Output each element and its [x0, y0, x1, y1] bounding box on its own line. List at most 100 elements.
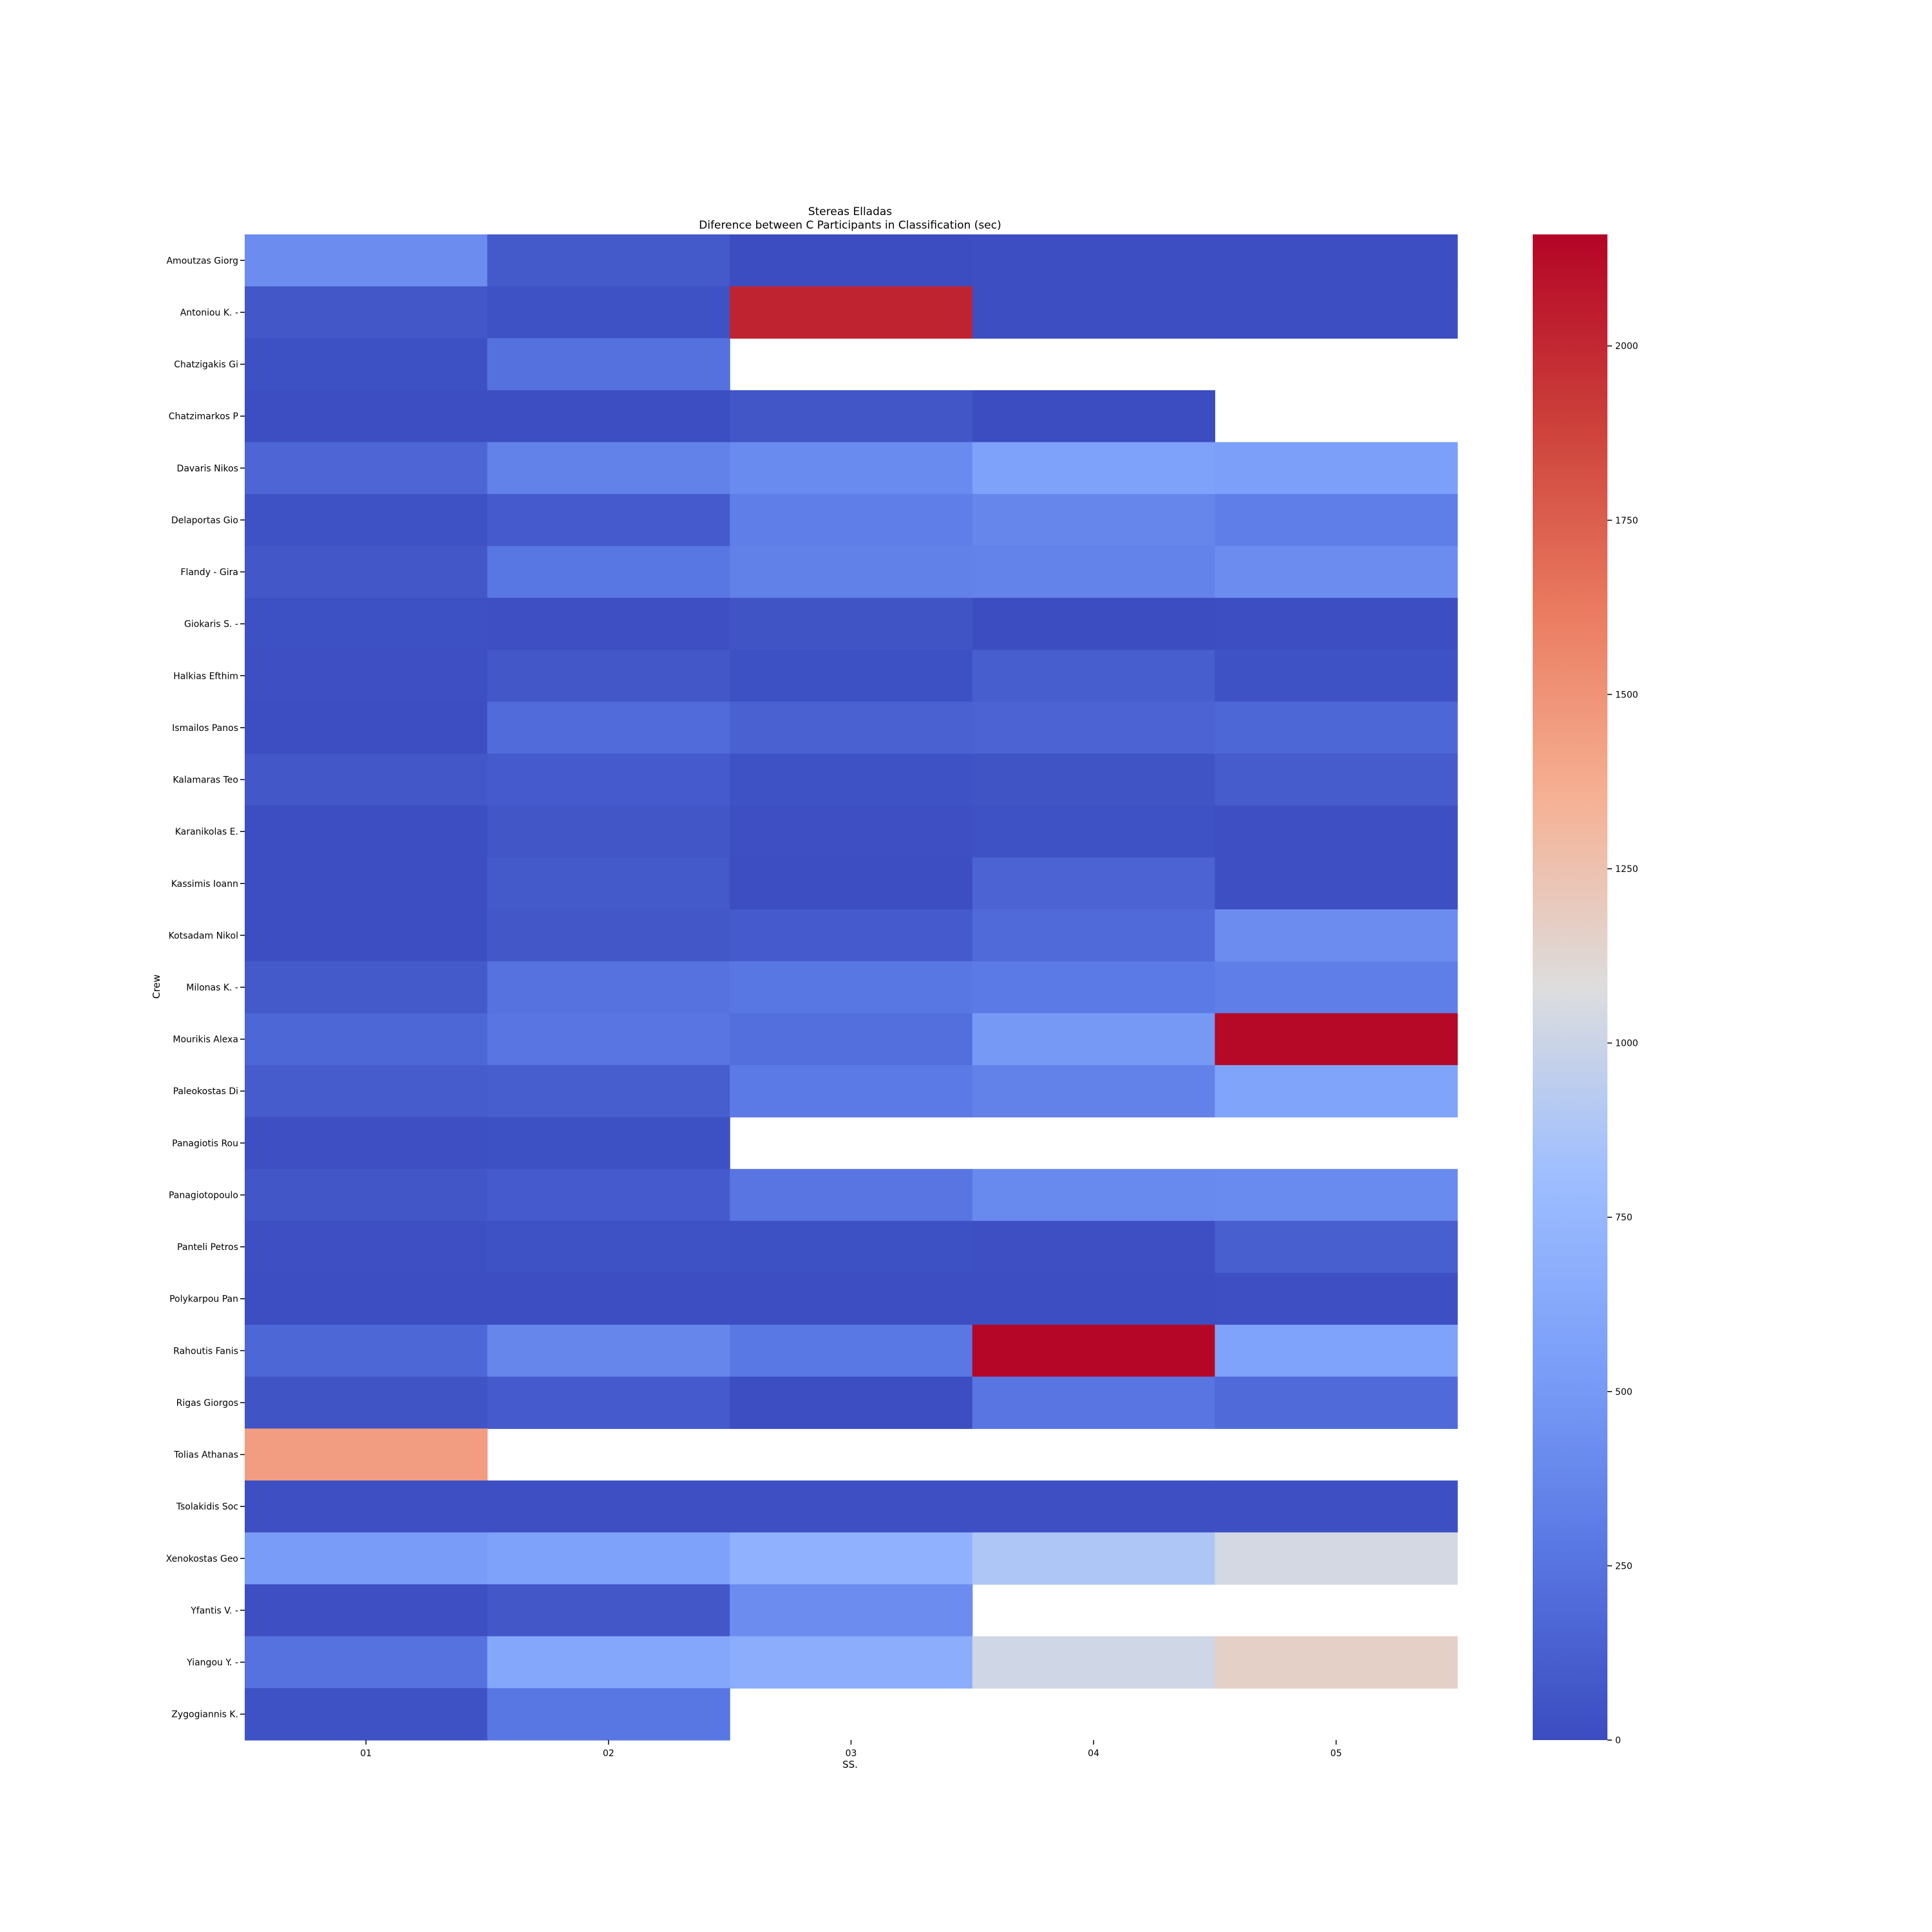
- heatmap-cell: [245, 545, 488, 598]
- heatmap-cell: [730, 1273, 973, 1325]
- heatmap-cell: [245, 961, 488, 1014]
- y-tick-label: Zygogiannis K.: [171, 1710, 238, 1720]
- heatmap-cell: [730, 961, 973, 1014]
- heatmap-cell: [972, 1636, 1215, 1689]
- heatmap-cell: [487, 1688, 730, 1741]
- heatmap-cell: [245, 442, 488, 495]
- x-tick-label: 03: [846, 1748, 857, 1759]
- heatmap-cell: [972, 286, 1215, 339]
- heatmap-cell: [972, 1013, 1215, 1066]
- y-tick-label: Kassimis Ioann: [171, 879, 238, 889]
- colorbar-tick-label: 250: [1615, 1561, 1633, 1571]
- heatmap-cell: [245, 286, 488, 339]
- y-tick-label: Tolias Athanas: [173, 1450, 238, 1461]
- heatmap-cell: [730, 442, 973, 495]
- heatmap-cell: [1215, 1065, 1458, 1118]
- x-axis-label: SS.: [842, 1759, 858, 1770]
- heatmap-cell: [245, 234, 488, 287]
- heatmap-cell: [972, 1273, 1215, 1325]
- heatmap-cell: [245, 1273, 488, 1325]
- heatmap-cell: [487, 961, 730, 1014]
- chart-subtitle: Diference between C Participants in Clas…: [699, 219, 1001, 232]
- heatmap-cell: [972, 1376, 1215, 1429]
- colorbar-tick-label: 0: [1615, 1736, 1621, 1746]
- heatmap-cell: [487, 649, 730, 703]
- y-tick-label: Davaris Nikos: [177, 464, 238, 474]
- heatmap-cell: [972, 857, 1215, 910]
- heatmap-cell: [245, 857, 488, 910]
- heatmap-cell: [972, 1065, 1215, 1118]
- heatmap-cell: [972, 1169, 1215, 1222]
- y-tick-label: Rahoutis Fanis: [173, 1346, 238, 1356]
- y-tick-label: Antoniou K. -: [180, 308, 238, 318]
- colorbar-tick-label: 2000: [1615, 341, 1638, 352]
- y-tick-label: Rigas Giorgos: [176, 1398, 238, 1408]
- y-tick-label: Mourikis Alexa: [173, 1035, 238, 1045]
- heatmap-cell: [1215, 545, 1458, 598]
- heatmap-cell: [487, 1273, 730, 1325]
- heatmap-cell: [730, 909, 973, 962]
- heatmap-cell: [245, 1636, 488, 1689]
- y-tick-label: Amoutzas Giorg: [166, 256, 238, 266]
- heatmap-cell: [972, 805, 1215, 858]
- heatmap-cell: [730, 1636, 973, 1689]
- y-tick-label: Ismailos Panos: [172, 723, 238, 734]
- heatmap-cell: [487, 494, 730, 547]
- heatmap-cell: [730, 1065, 973, 1118]
- heatmap-cell: [245, 649, 488, 703]
- heatmap-cell: [730, 857, 973, 910]
- colorbar-tick-label: 1500: [1615, 690, 1638, 700]
- heatmap-cell: [487, 390, 730, 443]
- y-tick-label: Panagiotis Rou: [172, 1139, 238, 1149]
- heatmap-cell: [487, 1480, 730, 1533]
- y-axis-ticks: Amoutzas Giorg Antoniou K. - Chatzigakis G…: [166, 256, 245, 1720]
- heatmap-cell: [245, 1117, 488, 1170]
- heatmap-cell: [1215, 1636, 1458, 1689]
- heatmap-cell: [1215, 909, 1458, 962]
- y-tick-label: Panteli Petros: [177, 1242, 238, 1253]
- heatmap-cell: [245, 1428, 488, 1481]
- heatmap-cell: [487, 753, 730, 806]
- y-tick-label: Kotsadam Nikol: [169, 931, 238, 941]
- heatmap-cell: [1215, 1220, 1458, 1273]
- heatmap-cell: [487, 1065, 730, 1118]
- heatmap-cell: [245, 1376, 488, 1429]
- heatmap-cell: [487, 545, 730, 598]
- y-axis-label: Crew: [151, 974, 162, 999]
- heatmap-cell: [1215, 701, 1458, 754]
- heatmap-cell: [972, 961, 1215, 1014]
- heatmap-cell: [245, 805, 488, 858]
- colorbar: [1533, 234, 1607, 1740]
- heatmap-cell: [245, 1065, 488, 1118]
- heatmap-cell: [487, 234, 730, 287]
- colorbar-ticks: 0 250 500 750 1000 1250 1500 1750 2000: [1607, 341, 1638, 1746]
- colorbar-tick-label: 1750: [1615, 516, 1638, 526]
- heatmap-cell: [730, 649, 973, 703]
- heatmap-cell: [972, 1325, 1215, 1378]
- y-tick-label: Polykarpou Pan: [169, 1294, 238, 1305]
- colorbar-tick-label: 1000: [1615, 1039, 1638, 1049]
- heatmap-cell: [972, 1220, 1215, 1273]
- heatmap-cell: [487, 598, 730, 650]
- heatmap-cell: [972, 390, 1215, 443]
- heatmap-cell: [487, 701, 730, 754]
- y-tick-label: Halkias Efthim: [173, 671, 238, 681]
- x-tick-label: 04: [1088, 1748, 1099, 1759]
- heatmap-cell: [245, 1584, 488, 1637]
- heatmap-cell: [730, 390, 973, 443]
- heatmap-cell: [245, 1480, 488, 1533]
- heatmap-cell: [487, 442, 730, 495]
- heatmap-cell: [487, 1117, 730, 1170]
- heatmap-cell: [972, 701, 1215, 754]
- heatmap-cell: [972, 649, 1215, 703]
- heatmap-cell: [487, 909, 730, 962]
- y-tick-label: Panagiotopoulo: [169, 1190, 238, 1200]
- heatmap-cell: [730, 1325, 973, 1378]
- heatmap-cell: [245, 338, 488, 391]
- heatmap-cell: [1215, 1325, 1458, 1378]
- colorbar-tick-label: 500: [1615, 1387, 1633, 1397]
- heatmap-cell: [245, 1013, 488, 1066]
- y-tick-label: Flandy - Gira: [180, 567, 238, 578]
- heatmap-cell: [245, 1169, 488, 1222]
- y-tick-label: Yfantis V. -: [190, 1605, 238, 1616]
